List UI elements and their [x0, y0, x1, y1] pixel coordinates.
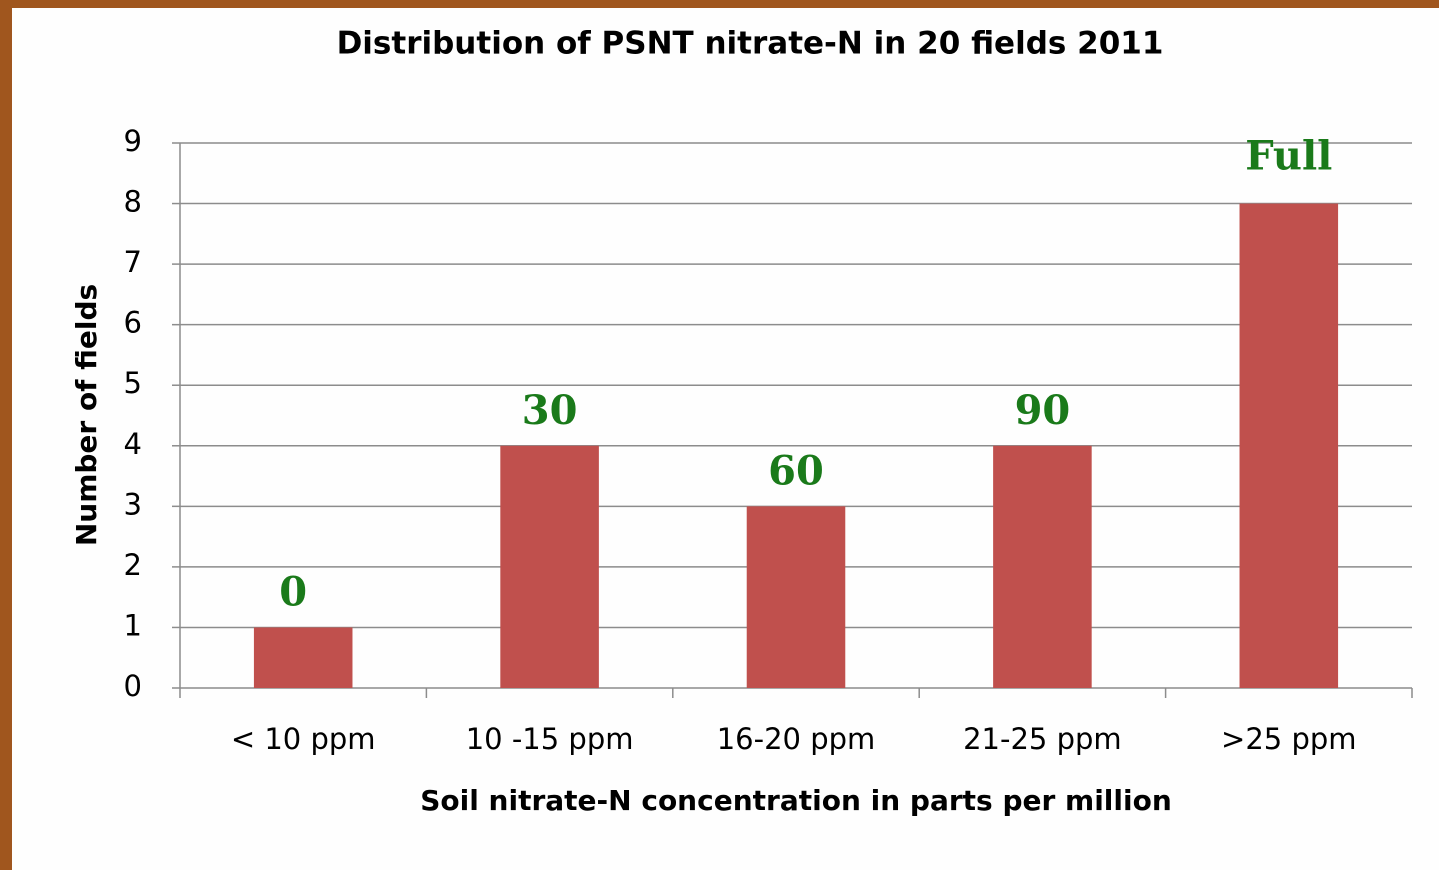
y-tick-label: 2 — [124, 548, 142, 582]
y-tick-label: 3 — [124, 487, 142, 521]
bar — [1239, 203, 1339, 689]
x-tick-label: 21-25 ppm — [963, 722, 1122, 756]
annotation: 90 — [1015, 387, 1071, 434]
chart-title: Distribution of PSNT nitrate-N in 20 fie… — [337, 26, 1164, 62]
bar — [746, 506, 846, 688]
y-tick-label: 9 — [124, 124, 142, 158]
x-axis-label: Soil nitrate-N concentration in parts pe… — [420, 784, 1172, 817]
annotation: Full — [1245, 133, 1332, 180]
y-tick-label: 0 — [124, 669, 142, 703]
annotation: 30 — [522, 387, 578, 434]
y-tick-label: 1 — [124, 608, 142, 642]
chart-background — [12, 8, 1439, 870]
x-tick-label: < 10 ppm — [231, 722, 376, 756]
y-tick-label: 8 — [124, 185, 142, 219]
annotation: 60 — [768, 447, 824, 494]
bar — [253, 627, 353, 688]
y-tick-label: 5 — [124, 366, 142, 400]
y-tick-label: 6 — [124, 306, 142, 340]
bar — [993, 445, 1092, 688]
x-tick-label: 16-20 ppm — [717, 722, 876, 756]
bar — [500, 445, 599, 688]
y-axis-label: Number of fields — [70, 284, 103, 546]
y-tick-label: 4 — [124, 427, 142, 461]
y-tick-label: 7 — [124, 245, 142, 279]
x-tick-label: 10 -15 ppm — [466, 722, 634, 756]
annotation: 0 — [279, 568, 307, 615]
x-tick-label: >25 ppm — [1221, 722, 1356, 756]
